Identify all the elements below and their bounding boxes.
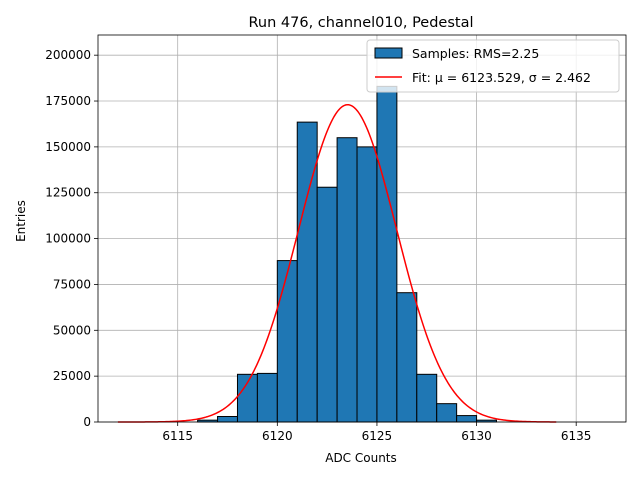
legend-swatch-histogram [374,47,403,59]
legend-label-histogram: Samples: RMS=2.25 [412,46,539,61]
axis-frame [97,34,627,423]
histogram-bar [336,137,358,423]
y-tick-label: 175000 [45,94,91,108]
bars-group [197,85,497,423]
histogram-bar [276,260,298,423]
histogram-bar [396,292,418,423]
y-ticks: 0 25000 50000 75000 100000 125000 150000 175000… [45,48,98,429]
y-tick-label: 0 [83,415,91,429]
histogram-bar [456,415,478,423]
y-tick-label: 150000 [45,140,91,154]
histogram-bar [376,85,398,423]
y-tick-label: 25000 [53,369,91,383]
histogram-bar [416,373,438,423]
x-tick-label: 6125 [362,429,393,443]
chart-title: Run 476, channel010, Pedestal [248,15,473,31]
x-tick-label: 6120 [262,429,293,443]
histogram-bar [436,403,458,423]
x-tick-label: 6115 [162,429,193,443]
x-tick-label: 6130 [461,429,492,443]
fit-group [117,103,557,423]
x-tick-label: 6135 [561,429,592,443]
histogram-bar [256,372,278,423]
y-tick-label: 75000 [53,277,91,291]
histogram-bar [356,146,378,423]
legend: Samples: RMS=2.25 Fit: μ = 6123.529, σ =… [366,39,620,93]
y-tick-label: 100000 [45,232,91,246]
legend-label-fit: Fit: μ = 6123.529, σ = 2.462 [412,70,591,85]
fit-curve [117,103,557,423]
y-axis-label: Entries [14,200,28,242]
histogram-bar [296,121,318,423]
histogram-bar [316,186,338,423]
y-tick-label: 125000 [45,186,91,200]
x-axis-label: ADC Counts [325,451,397,465]
y-tick-label: 50000 [53,323,91,337]
histogram-bar [217,415,238,423]
plot-frame [97,34,627,423]
x-ticks: 6115 6120 6125 6130 6135 [162,422,591,443]
y-tick-label: 200000 [45,48,91,62]
legend-box [366,39,620,93]
